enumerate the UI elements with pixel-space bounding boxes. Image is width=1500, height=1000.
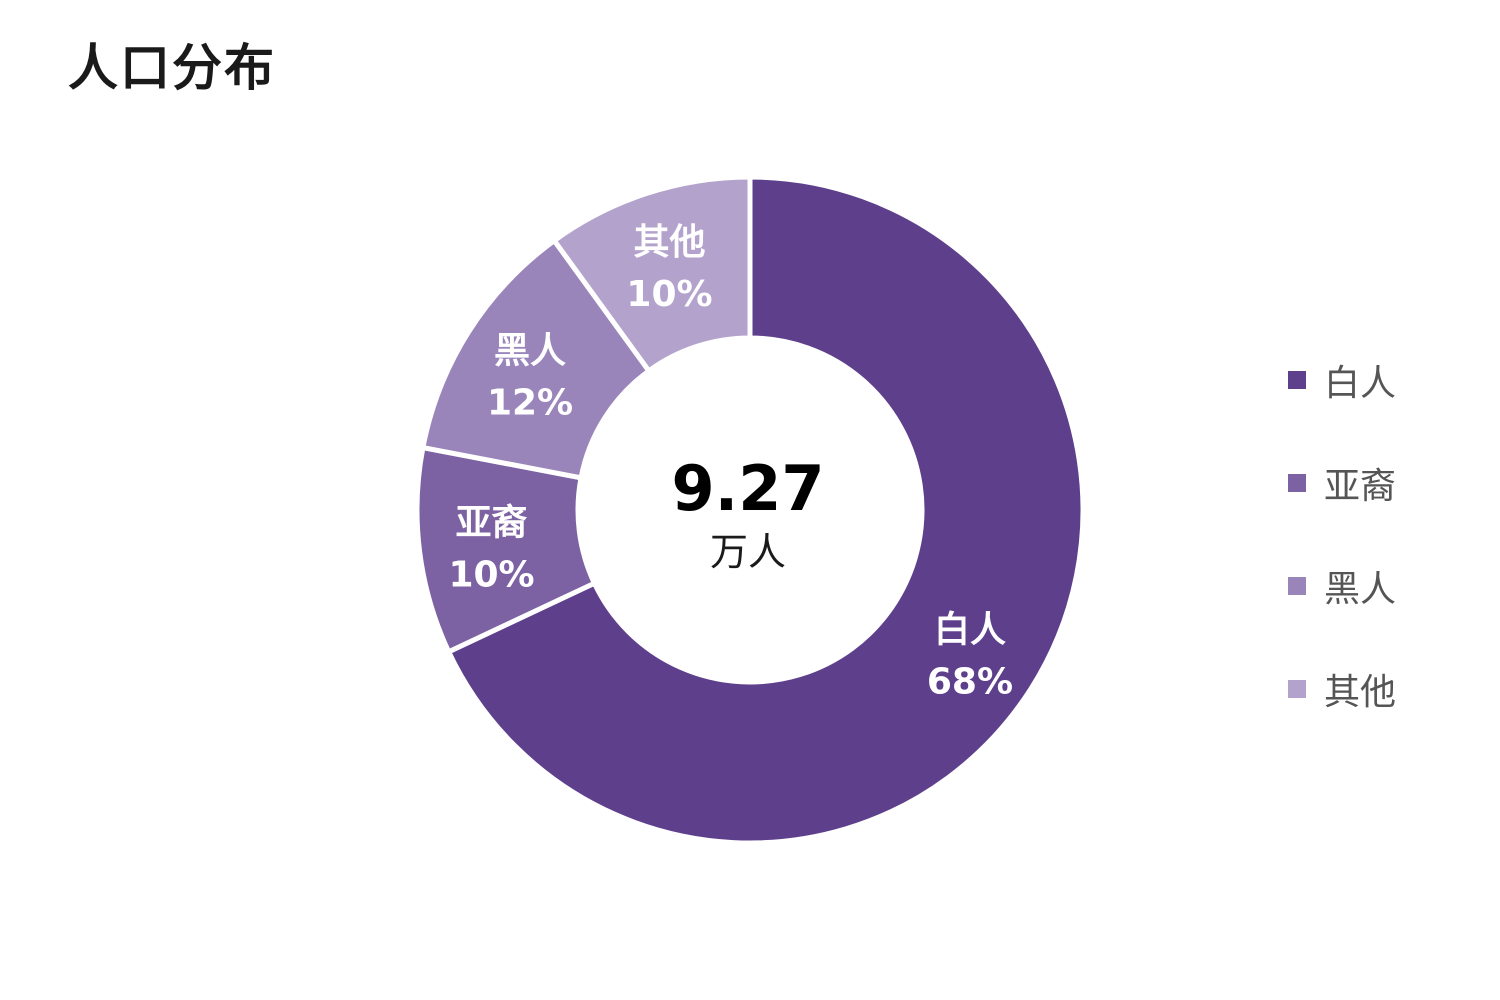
slice-label-percent-3: 12% [487,382,573,423]
donut-slice-labels: 白人 68% 亚裔 10% 黑人 12% 其他 10% [448,222,1013,702]
donut-slices [414,174,1086,846]
slice-label-name-2: 亚裔 [456,502,528,544]
legend-item-1[interactable]: 白人 [1288,328,1396,431]
legend-swatch [1288,576,1306,595]
donut-slice-4[interactable] [550,174,753,375]
legend-label: 其他 [1324,671,1397,713]
legend-label: 亚裔 [1324,465,1397,507]
slice-label-percent-2: 10% [448,555,534,596]
donut-slice-1[interactable] [445,174,1086,846]
center-total-value: 9.27 [672,452,825,525]
donut-slice-3[interactable] [419,237,653,481]
legend-item-3[interactable]: 黑人 [1288,534,1396,637]
slice-label-name-1: 白人 [934,610,1006,651]
chart-legend: 白人 亚裔 黑人 其他 [1288,328,1396,740]
legend-label: 白人 [1324,362,1397,404]
chart-title: 人口分布 [68,39,276,97]
slice-label-percent-4: 10% [626,274,712,315]
legend-swatch [1288,370,1306,389]
legend-swatch [1288,473,1306,492]
slice-label-name-4: 其他 [633,222,705,263]
legend-item-2[interactable]: 亚裔 [1288,431,1396,534]
legend-swatch [1288,679,1306,698]
legend-label: 黑人 [1324,568,1397,610]
legend-item-4[interactable]: 其他 [1288,637,1396,740]
slice-label-percent-1: 68% [927,662,1013,703]
slice-label-name-3: 黑人 [494,330,566,371]
center-total-unit: 万人 [710,530,786,574]
